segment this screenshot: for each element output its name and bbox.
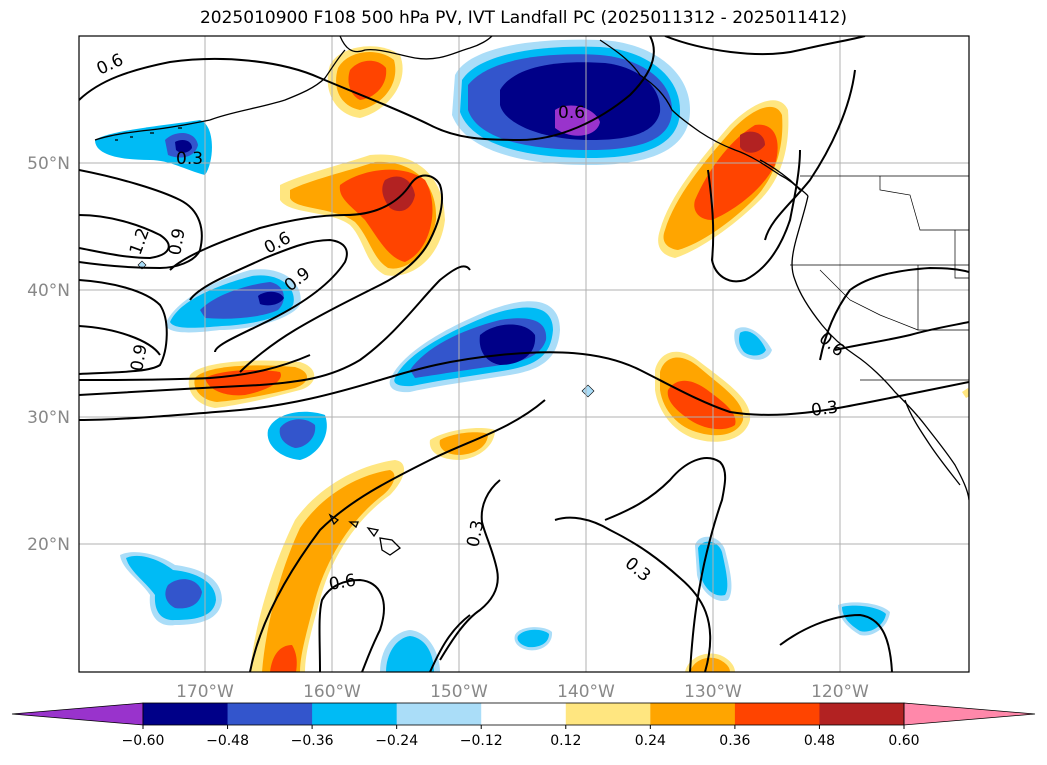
positive-anomaly-pacific-northwest <box>658 100 789 258</box>
colorbar-tick-label: 0.12 <box>550 733 581 749</box>
negative-anomaly-small-south <box>514 627 553 651</box>
positive-anomaly-dot-edge <box>962 388 969 398</box>
positive-anomaly-central-pacific-north <box>280 154 445 276</box>
colorbar-extend-high <box>903 702 1036 726</box>
longitude-labels: 170°W 160°W 150°W 140°W 130°W 120°W <box>176 682 869 702</box>
lat-label-40n: 40°N <box>27 281 70 301</box>
map-frame <box>78 35 970 673</box>
contour-label: 0.6 <box>558 103 585 123</box>
negative-anomaly-far-southeast <box>838 602 890 636</box>
colorbar-segment <box>396 703 482 725</box>
colorbar-segment <box>227 703 313 725</box>
colorbar-tick-label: 0.48 <box>804 733 835 749</box>
colorbar-tick-label: −0.60 <box>122 733 165 749</box>
map-title: 2025010900 F108 500 hPa PV, IVT Landfall… <box>199 8 847 28</box>
negative-anomaly-south-central <box>380 630 440 672</box>
contour-label: 0.9 <box>127 343 151 373</box>
colorbar-segment <box>819 703 905 725</box>
colorbar-segment <box>312 703 398 725</box>
lat-label-50n: 50°N <box>27 154 70 174</box>
lon-label-160w: 160°W <box>303 682 361 702</box>
coastlines <box>94 36 969 556</box>
colorbar-tick-label: −0.48 <box>206 733 249 749</box>
colorbar-tick-label: −0.12 <box>460 733 503 749</box>
negative-anomaly-southwest <box>120 552 222 626</box>
colorbar-segment <box>734 703 820 725</box>
colorbar: −0.60 −0.48 −0.36 −0.24 −0.12 0.12 0.24 0.36 0.4… <box>11 702 1036 749</box>
political-borders <box>790 175 969 381</box>
colorbar-tick-label: 0.36 <box>719 733 750 749</box>
colorbar-tick-label: 0.60 <box>888 733 919 749</box>
colorbar-segment <box>143 703 229 725</box>
colorbar-tick-label: −0.36 <box>291 733 334 749</box>
colorbar-segment <box>481 703 567 725</box>
colorbar-segment <box>650 703 736 725</box>
positive-anomaly-alaska-peninsula <box>327 46 403 118</box>
negative-anomaly-subtropical-central <box>389 301 560 393</box>
colorbar-border <box>142 702 905 726</box>
negative-anomaly-small-northeast <box>734 327 772 360</box>
pv-contours <box>79 36 969 672</box>
lon-label-170w: 170°W <box>176 682 234 702</box>
positive-anomaly-south-edge <box>685 653 735 672</box>
contour-label: 0.6 <box>327 571 357 595</box>
lon-label-120w: 120°W <box>811 682 869 702</box>
negative-anomaly-central-pacific-west <box>165 269 301 333</box>
contour-label: 0.3 <box>810 397 840 421</box>
lon-label-140w: 140°W <box>557 682 615 702</box>
negative-anomaly-small-west <box>267 411 327 460</box>
lat-label-20n: 20°N <box>27 535 70 555</box>
colorbar-segment <box>565 703 651 725</box>
lat-label-30n: 30°N <box>27 408 70 428</box>
negative-anomaly-gulf-of-alaska <box>452 39 690 165</box>
contour-label: 0.3 <box>176 149 203 169</box>
lon-label-150w: 150°W <box>430 682 488 702</box>
contour-label: 0.9 <box>165 227 189 257</box>
colorbar-ticks: −0.60 −0.48 −0.36 −0.24 −0.12 0.12 0.24 0.36 0.4… <box>122 725 920 749</box>
colorbar-extend-low <box>11 702 144 726</box>
colorbar-tick-label: 0.24 <box>635 733 666 749</box>
positive-anomaly-southwest-plume <box>250 460 405 672</box>
colorbar-segments <box>11 702 1036 726</box>
colorbar-tick-label: −0.24 <box>375 733 418 749</box>
latitude-labels: 50°N 40°N 30°N 20°N <box>27 154 70 555</box>
lon-label-130w: 130°W <box>684 682 742 702</box>
